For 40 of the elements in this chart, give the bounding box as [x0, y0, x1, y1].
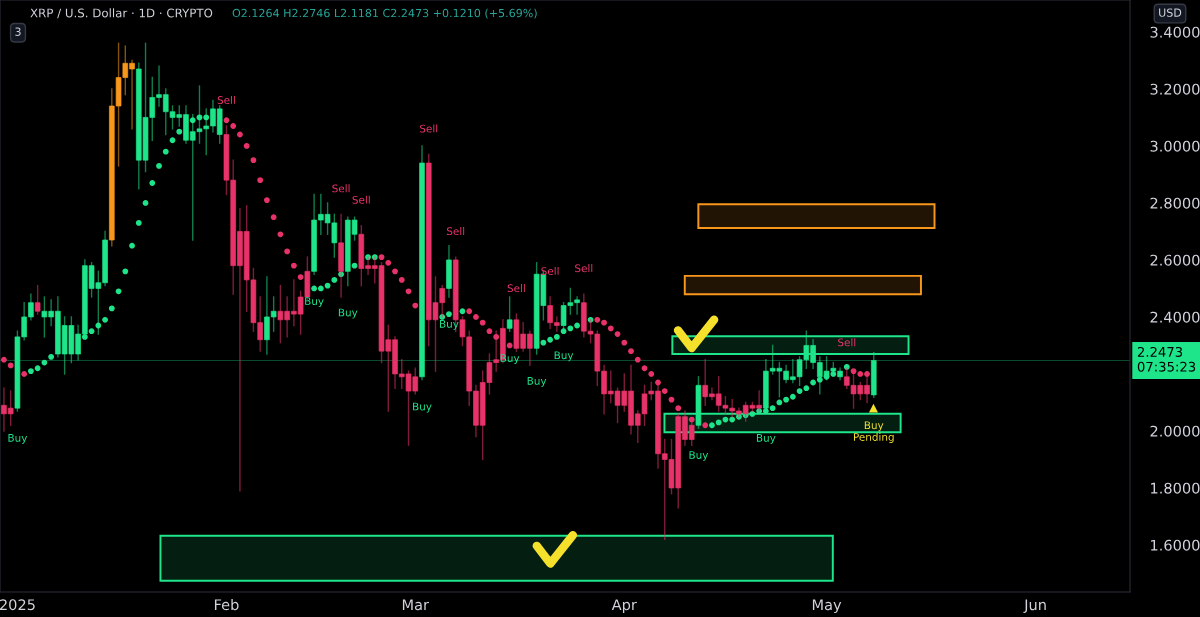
- annotation: Sell: [575, 264, 593, 273]
- y-tick-label: 2.8000: [1150, 197, 1200, 209]
- annotation: Buy: [527, 377, 547, 387]
- text: XRP / U.S. Dollar · 1D · CRYPTO: [30, 8, 213, 19]
- annotation: Buy: [8, 434, 28, 444]
- annotation: Sell: [420, 124, 438, 133]
- annotation: Buy Pending: [853, 421, 894, 443]
- annotation: Buy: [689, 451, 709, 461]
- ref-line-label: 2.2473 07:35:23: [1137, 346, 1196, 372]
- annotation: Buy: [440, 320, 459, 330]
- annotation: Buy: [500, 354, 520, 365]
- annotation: Buy: [413, 402, 432, 413]
- annotation: Buy: [338, 308, 358, 319]
- x-tick-label: Jun: [1023, 599, 1046, 613]
- annotation: Buy: [756, 434, 776, 444]
- y-tick-label: 1.8000: [1151, 482, 1200, 494]
- y-tick-label: 3.2000: [1150, 83, 1200, 95]
- y-tick-label: 1.6000: [1151, 539, 1200, 551]
- text: O2.1264 H2.2746 L2.1181 C2.2473 +0.1210 (+5.69%): [232, 8, 537, 19]
- y-tick-label: 3.0000: [1150, 140, 1200, 152]
- annotation: Sell: [332, 184, 350, 193]
- x-tick-label: Feb: [214, 598, 239, 611]
- y-tick-label: 2.0000: [1150, 425, 1200, 437]
- x-tick-label: Apr: [611, 599, 637, 614]
- y-tick-label: 2.6000: [1150, 254, 1200, 266]
- x-tick-label: 2025: [0, 599, 35, 611]
- annotation: 3: [15, 27, 21, 36]
- annotation: Sell: [541, 266, 559, 276]
- annotation: Sell: [446, 227, 465, 236]
- x-tick-label: Mar: [402, 599, 430, 611]
- annotation: Sell: [217, 95, 235, 104]
- y-tick-label: 3.4000: [1150, 26, 1200, 38]
- annotation: Sell: [838, 338, 856, 347]
- annotation: Buy: [305, 297, 324, 308]
- x-tick-label: May: [812, 599, 842, 614]
- annotation: Buy: [554, 351, 574, 362]
- y-tick-label: 2.4000: [1150, 311, 1200, 323]
- text: USD: [1159, 8, 1182, 17]
- annotation: Sell: [352, 195, 370, 204]
- annotation: Sell: [507, 284, 525, 293]
